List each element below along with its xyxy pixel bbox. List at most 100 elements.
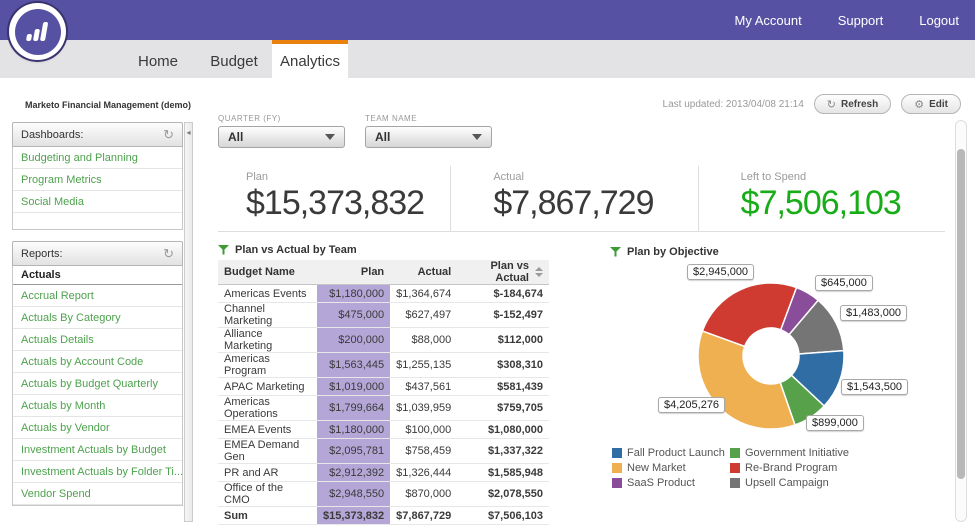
sidebar-collapse-handle[interactable]: ◂	[184, 122, 193, 522]
last-updated-text: Last updated: 2013/04/08 21:14	[662, 98, 804, 110]
legend-swatch-icon	[612, 477, 622, 488]
table-row[interactable]: Office of the CMO $2,948,550 $870,000 $2,07…	[218, 481, 549, 507]
table-row[interactable]: EMEA Demand Gen $2,095,781 $758,459 $1,337,…	[218, 438, 549, 464]
kpi-actual-label: Actual	[493, 171, 524, 183]
report-link[interactable]: Actuals Details	[13, 329, 182, 351]
legend-item-upsell-campaign[interactable]: Upsell Campaign	[730, 475, 849, 490]
legend-item-saas-product[interactable]: SaaS Product	[612, 475, 730, 490]
dashboard-link[interactable]: Social Media	[13, 191, 182, 213]
legend-item-fall-product-launch[interactable]: Fall Product Launch	[612, 445, 730, 460]
cell-plan-vs-actual: $308,310	[457, 352, 549, 378]
nav-my-account[interactable]: My Account	[734, 12, 802, 28]
table-sum-row[interactable]: Sum $15,373,832 $7,867,729 $7,506,103	[218, 506, 549, 525]
table-row[interactable]: Americas Operations $1,799,664 $1,039,959 $…	[218, 395, 549, 421]
table-row[interactable]: Americas Events $1,180,000 $1,364,674 $-184…	[218, 284, 549, 303]
refresh-icon[interactable]: ↻	[163, 246, 174, 261]
filters-row: QUARTER (FY) All TEAM NAME All	[218, 114, 492, 148]
table-row[interactable]: Americas Program $1,563,445 $1,255,135 $308…	[218, 352, 549, 378]
refresh-button[interactable]: ↻ Refresh	[813, 94, 892, 114]
gear-icon: ⚙	[914, 98, 925, 111]
donut-slice-new-market[interactable]	[697, 330, 796, 430]
legend-swatch-icon	[730, 462, 740, 473]
legend-swatch-icon	[612, 447, 622, 458]
chart-panel-title: Plan by Objective	[610, 246, 719, 258]
legend-item-re-brand-program[interactable]: Re-Brand Program	[730, 460, 849, 475]
table-row[interactable]: EMEA Events $1,180,000 $100,000 $1,080,000	[218, 420, 549, 439]
table-row[interactable]: APAC Marketing $1,019,000 $437,561 $581,439	[218, 377, 549, 396]
report-link[interactable]: Vendor Spend	[13, 483, 182, 505]
team-filter-dropdown[interactable]: All	[365, 126, 492, 148]
cell-actual: $627,497	[390, 302, 458, 328]
updated-row: Last updated: 2013/04/08 21:14 ↻ Refresh…	[663, 94, 961, 114]
kpi-left-to-spend-label: Left to Spend	[740, 171, 807, 183]
report-link[interactable]: Actuals by Account Code	[13, 351, 182, 373]
cell-plan: $2,095,781	[316, 438, 391, 464]
dashboard-link[interactable]: Program Metrics	[13, 169, 182, 191]
marketo-logo[interactable]	[9, 3, 66, 60]
cell-plan-vs-actual: $581,439	[457, 377, 549, 396]
report-link[interactable]: Actuals by Budget Quarterly	[13, 373, 182, 395]
team-filter-value: All	[375, 130, 391, 144]
col-plan[interactable]: Plan	[316, 260, 391, 285]
cell-plan-vs-actual: $7,506,103	[457, 506, 549, 525]
slice-label-saas: $645,000	[815, 275, 873, 291]
donut-slice-re-brand-program[interactable]	[701, 282, 798, 348]
quarter-filter-value: All	[228, 130, 244, 144]
quarter-filter-dropdown[interactable]: All	[218, 126, 345, 148]
kpi-plan-value: $15,373,832	[246, 184, 425, 222]
top-nav: My Account Support Logout	[734, 0, 959, 40]
slice-label-upsell: $1,483,000	[840, 305, 908, 321]
cell-plan-vs-actual: $-184,674	[457, 284, 549, 303]
report-link[interactable]: Investment Actuals by Folder Ti...	[13, 461, 182, 483]
tab-home[interactable]: Home	[137, 52, 178, 70]
dashboards-list: Budgeting and Planning Program Metrics Soc…	[12, 147, 183, 230]
sort-icon[interactable]	[535, 267, 543, 277]
col-plan-vs-actual[interactable]: Plan vs Actual	[457, 260, 549, 285]
scrollbar-thumb[interactable]	[957, 149, 965, 479]
cell-actual: $437,561	[390, 377, 458, 396]
chevron-down-icon	[325, 134, 335, 140]
cell-plan: $1,180,000	[316, 284, 391, 303]
report-link[interactable]: Investment Actuals by Budget	[13, 439, 182, 461]
col-actual[interactable]: Actual	[390, 260, 458, 285]
vertical-scrollbar[interactable]	[955, 120, 967, 522]
filter-funnel-icon	[610, 247, 621, 257]
report-link[interactable]: Actuals by Vendor	[13, 417, 182, 439]
nav-support[interactable]: Support	[837, 12, 884, 28]
table-row[interactable]: Alliance Marketing $200,000 $88,000 $112,00…	[218, 327, 549, 353]
tab-bar: Home Budget Analytics	[0, 40, 975, 78]
edit-button[interactable]: ⚙ Edit	[901, 94, 961, 114]
table-header-row: Budget Name Plan Actual Plan vs Actual	[218, 260, 549, 285]
page-title: Marketo Financial Management (demo)	[25, 100, 192, 110]
legend-swatch-icon	[612, 462, 622, 473]
cell-plan: $1,799,664	[316, 395, 391, 421]
cell-plan: $1,563,445	[316, 352, 391, 378]
tab-analytics[interactable]: Analytics	[272, 40, 348, 78]
cell-budget-name: EMEA Demand Gen	[218, 438, 317, 464]
plan-table-body: Americas Events $1,180,000 $1,364,674 $-184…	[218, 284, 549, 525]
top-bar: My Account Support Logout	[0, 0, 975, 40]
team-filter: TEAM NAME All	[365, 114, 492, 148]
kpi-actual-value: $7,867,729	[493, 184, 654, 222]
col-budget-name[interactable]: Budget Name	[218, 260, 317, 285]
nav-logout[interactable]: Logout	[919, 12, 959, 28]
cell-budget-name: Americas Events	[218, 284, 317, 303]
report-link[interactable]: Actuals by Month	[13, 395, 182, 417]
report-link[interactable]: Actuals By Category	[13, 307, 182, 329]
legend-swatch-icon	[730, 447, 740, 458]
report-link[interactable]: Accrual Report	[13, 285, 182, 307]
dashboard-link[interactable]: Budgeting and Planning	[13, 147, 182, 169]
cell-budget-name: Alliance Marketing	[218, 327, 317, 353]
cell-actual: $88,000	[390, 327, 458, 353]
tab-budget[interactable]: Budget	[210, 52, 258, 70]
legend-label: Fall Product Launch	[627, 446, 725, 459]
table-row[interactable]: PR and AR $2,912,392 $1,326,444 $1,585,948	[218, 463, 549, 482]
refresh-icon[interactable]: ↻	[163, 127, 174, 142]
cell-plan-vs-actual: $112,000	[457, 327, 549, 353]
legend-item-government-initiative[interactable]: Government Initiative	[730, 445, 849, 460]
cell-plan-vs-actual: $1,080,000	[457, 420, 549, 439]
legend-item-new-market[interactable]: New Market	[612, 460, 730, 475]
slice-label-new-market: $4,205,276	[658, 397, 726, 413]
cell-plan-vs-actual: $2,078,550	[457, 481, 549, 507]
table-row[interactable]: Channel Marketing $475,000 $627,497 $-152,4…	[218, 302, 549, 328]
